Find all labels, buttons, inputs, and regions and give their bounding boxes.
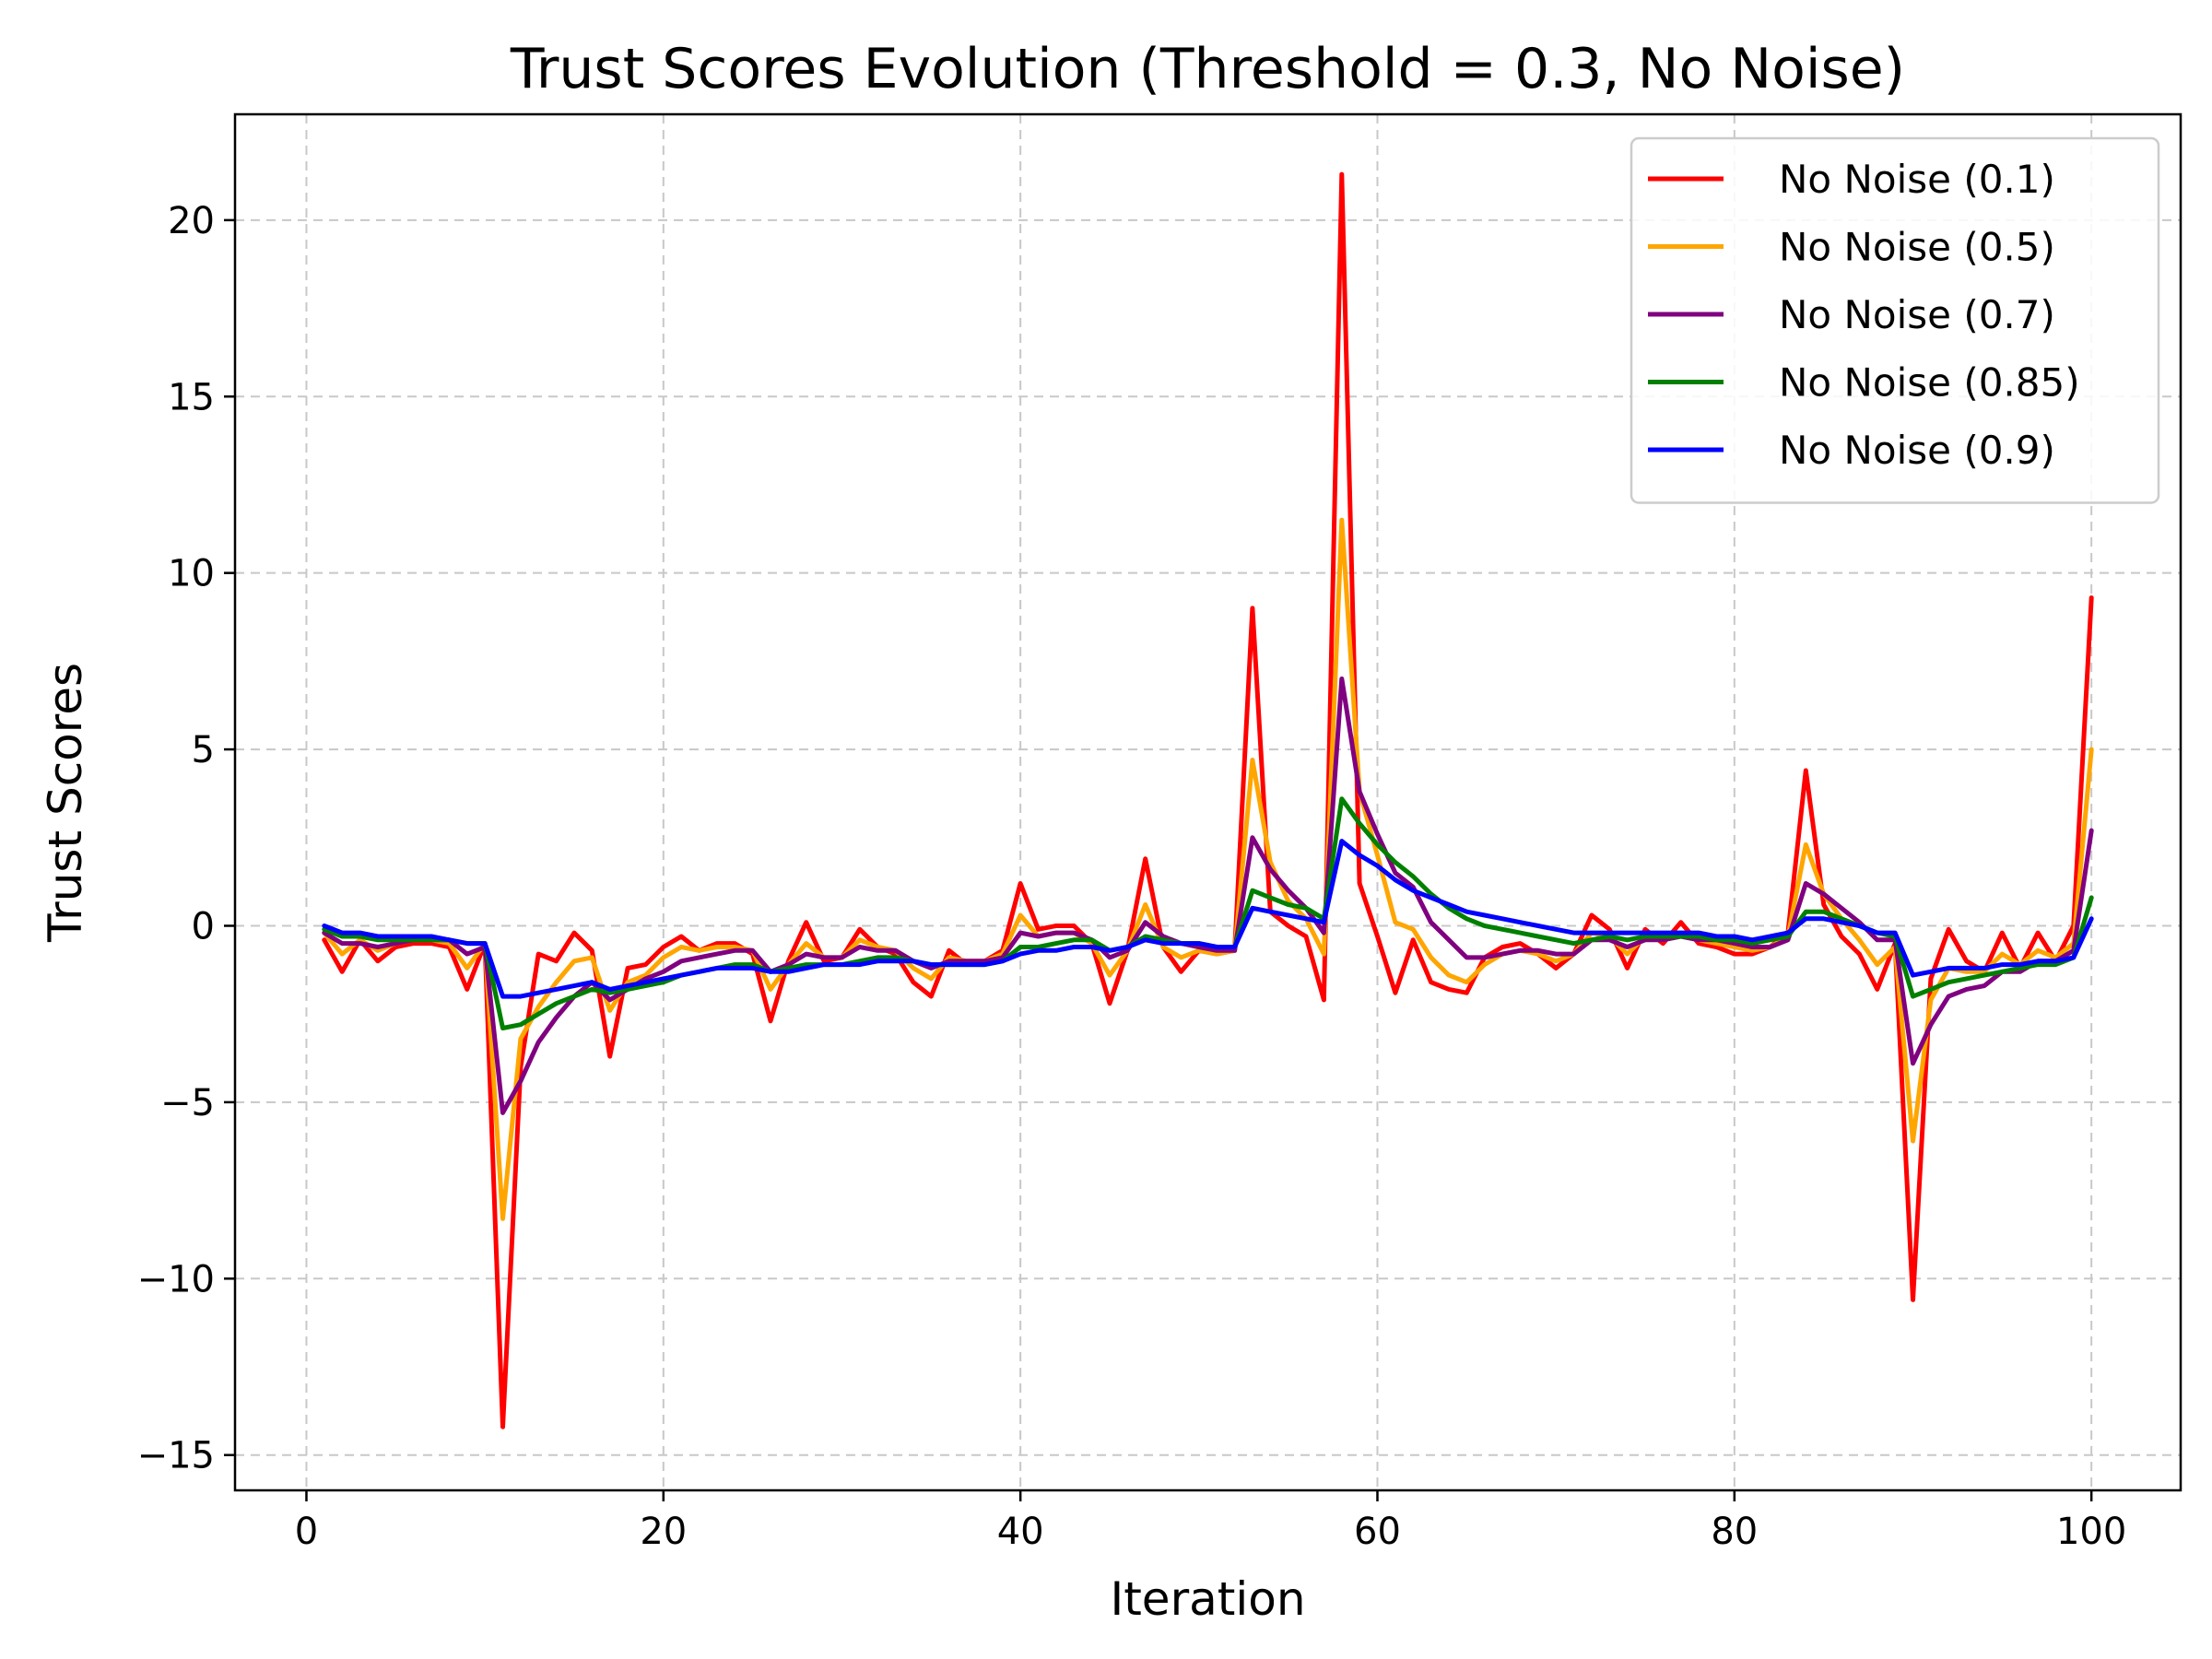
- legend-box: [1630, 136, 2160, 504]
- y-axis-label: Trust Scores: [39, 663, 92, 943]
- y-tick-label: 20: [168, 200, 215, 242]
- series-line-2: [322, 517, 2094, 1221]
- x-tick-label: 100: [2056, 1511, 2126, 1553]
- y-tick-label: 0: [192, 905, 215, 947]
- legend-label: No Noise (0.9): [1779, 428, 2055, 473]
- x-tick-label: 60: [1354, 1511, 1401, 1553]
- x-tick-label: 40: [997, 1511, 1044, 1553]
- plot-frame: [233, 112, 2183, 1492]
- legend-label: No Noise (0.85): [1779, 360, 2080, 406]
- series-line-5: [322, 839, 2094, 999]
- series-lines: [322, 171, 2094, 1430]
- legend: No Noise (0.1) No Noise (0.5) No Noise (0.…: [1630, 136, 2160, 504]
- y-tick-label: −5: [160, 1082, 215, 1124]
- y-tick-label: 5: [192, 729, 215, 771]
- y-tick-label: 10: [168, 553, 215, 595]
- series-line-3: [322, 677, 2094, 1115]
- legend-label: No Noise (0.5): [1779, 225, 2055, 270]
- legend-label: No Noise (0.1): [1779, 157, 2055, 202]
- x-tick-label: 0: [295, 1511, 318, 1553]
- x-tick-label: 20: [640, 1511, 687, 1553]
- y-tick-label: 15: [168, 376, 215, 418]
- x-tick-label: 80: [1711, 1511, 1758, 1553]
- series-line-4: [322, 796, 2094, 1030]
- y-tick-label: −15: [137, 1435, 215, 1477]
- axis-ticks: 0 20 40 60 80 100 −15 −10 −5 0 5 10 15 20: [137, 200, 2127, 1553]
- x-axis-label: Iteration: [1110, 1572, 1305, 1626]
- legend-label: No Noise (0.7): [1779, 292, 2055, 337]
- chart-title: Trust Scores Evolution (Threshold = 0.3,…: [510, 37, 1905, 101]
- y-tick-label: −10: [137, 1258, 215, 1300]
